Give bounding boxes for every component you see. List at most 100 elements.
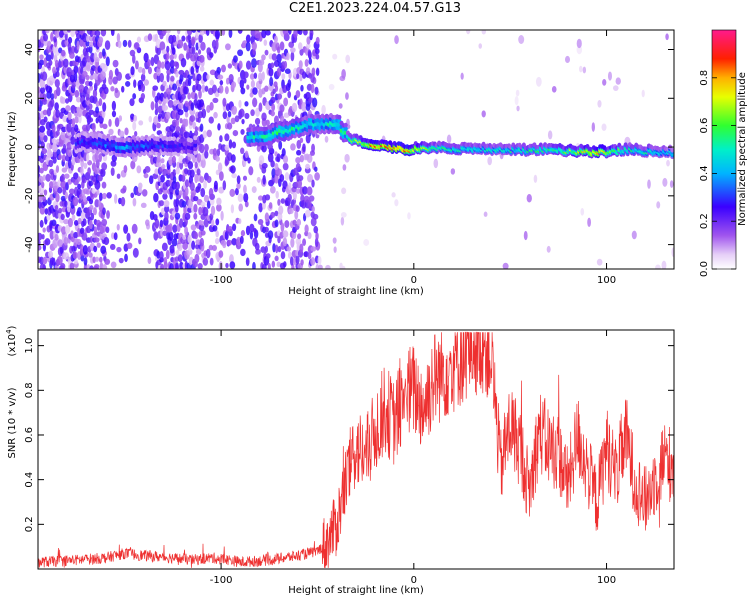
spectrogram-cell bbox=[332, 53, 338, 60]
spectrogram-cell bbox=[195, 30, 199, 39]
spectrogram-cell bbox=[502, 262, 509, 269]
spectrogram-cell bbox=[189, 114, 196, 123]
spectrogram-cell bbox=[88, 41, 94, 48]
spectrogram-cell bbox=[175, 61, 180, 70]
spectrogram-cell bbox=[615, 77, 621, 85]
spectrogram-cell bbox=[288, 182, 292, 191]
spectrogram-cell bbox=[200, 41, 206, 51]
spectrogram-cell bbox=[248, 166, 254, 176]
spectrogram-cell bbox=[74, 124, 79, 133]
spectrogram-cell bbox=[243, 192, 249, 203]
spectrogram-cell bbox=[253, 72, 258, 79]
spectrogram-cell bbox=[213, 111, 218, 119]
spectrogram-cell bbox=[270, 160, 275, 168]
spectrogram-cell bbox=[289, 256, 294, 266]
spectrogram-cell bbox=[523, 230, 528, 241]
spectrogram-cell bbox=[284, 68, 291, 74]
spectrogram-cell bbox=[95, 158, 100, 169]
spectrogram-cell bbox=[229, 254, 234, 264]
spectrogram-cell bbox=[164, 211, 169, 222]
spectrogram-cell bbox=[81, 232, 88, 241]
spectrogram-cell bbox=[232, 130, 239, 137]
spectrogram-cell bbox=[99, 62, 106, 69]
spectrogram-cell bbox=[228, 73, 234, 83]
spectrogram-cell bbox=[229, 261, 236, 269]
spectrogram-cell bbox=[162, 105, 168, 111]
spectrogram-cell bbox=[106, 210, 110, 219]
spectrogram-cell bbox=[214, 238, 220, 245]
spectrogram-cell bbox=[212, 97, 219, 104]
spectrogram-cell bbox=[69, 52, 75, 59]
spectrogram-cell bbox=[154, 168, 159, 175]
spectrogram-cell bbox=[287, 193, 292, 202]
spectrogram-cell bbox=[177, 86, 181, 93]
spectrogram-cell bbox=[481, 30, 487, 35]
spectrogram-cell bbox=[582, 66, 587, 74]
spectrogram-cell bbox=[160, 228, 164, 238]
snr-ytick-label: 0.2 bbox=[24, 516, 35, 532]
spectrogram-cell bbox=[576, 38, 582, 49]
spectrogram-cell bbox=[177, 102, 184, 110]
spectrogram-cell bbox=[215, 39, 219, 50]
spectrogram-cell bbox=[49, 230, 55, 240]
spectrogram-cell bbox=[175, 125, 181, 133]
spectrogram-cell bbox=[290, 51, 295, 62]
spectrogram-cell bbox=[170, 75, 175, 82]
spectrogram-cell bbox=[102, 102, 107, 112]
spectrogram-cell bbox=[282, 155, 289, 164]
spectrogram-cell bbox=[283, 60, 288, 69]
spectrogram-cell bbox=[279, 174, 285, 182]
spectrogram-cell bbox=[153, 231, 159, 241]
spectrogram-cell bbox=[229, 188, 236, 197]
spectrogram-cell bbox=[177, 243, 183, 252]
spectrogram-cell bbox=[101, 218, 108, 227]
spectrogram-cell bbox=[199, 220, 205, 226]
spectrogram-cell bbox=[87, 167, 91, 175]
spectrogram-cell bbox=[209, 257, 214, 266]
spectrogram-cell bbox=[187, 78, 192, 87]
spectrogram-cell bbox=[202, 206, 209, 217]
spectrogram-cell bbox=[152, 213, 158, 221]
spectrogram-cell bbox=[89, 265, 94, 269]
spectrogram-cell bbox=[265, 119, 270, 127]
spectrogram-cell bbox=[138, 237, 142, 245]
spectrogram-cell bbox=[661, 260, 667, 269]
snr-frame bbox=[37, 329, 675, 570]
spectrogram-cell bbox=[264, 49, 269, 56]
spectrogram-cell bbox=[270, 96, 276, 104]
spectrogram-cell bbox=[200, 187, 206, 198]
spectrogram-cell bbox=[49, 168, 55, 175]
spectrogram-cell bbox=[196, 153, 202, 163]
spectrogram-signal-cell bbox=[337, 114, 342, 120]
spectrogram-cell bbox=[60, 263, 66, 269]
spectrogram-cell bbox=[217, 123, 221, 131]
spectrogram-cell bbox=[70, 45, 76, 54]
spectrogram-cell bbox=[140, 93, 146, 100]
spectrogram-cell bbox=[45, 30, 50, 34]
spectrogram-cell bbox=[38, 112, 41, 121]
spectrogram-cell bbox=[64, 173, 70, 179]
spectrogram-cell bbox=[535, 76, 542, 87]
spectrogram-cell bbox=[307, 252, 312, 260]
spectrogram-cell bbox=[147, 66, 153, 75]
spectrogram-cell bbox=[249, 230, 254, 240]
spectrogram-cell bbox=[232, 223, 237, 232]
spectrogram-cell bbox=[206, 175, 212, 184]
spectrogram-cell bbox=[178, 69, 185, 76]
spectrogram-cell bbox=[244, 112, 250, 120]
spectrogram-cell bbox=[300, 259, 304, 266]
spectrogram-cell bbox=[48, 181, 54, 189]
spectrogram-cell bbox=[78, 84, 85, 94]
spectrogram-cell bbox=[179, 218, 184, 228]
spectrogram-cell bbox=[82, 195, 87, 203]
spectrogram-cell bbox=[236, 182, 241, 190]
spectrogram-cell bbox=[102, 123, 108, 130]
spectrogram-cell bbox=[254, 117, 261, 126]
spectrogram-cell bbox=[283, 261, 287, 268]
spectrogram-cell bbox=[287, 91, 292, 99]
spectrogram-cell bbox=[344, 153, 350, 163]
spectrogram-cell bbox=[263, 39, 268, 46]
spectrogram-cell bbox=[123, 165, 128, 174]
spectrogram-cell bbox=[333, 246, 337, 253]
spectrogram-cell bbox=[65, 98, 70, 104]
